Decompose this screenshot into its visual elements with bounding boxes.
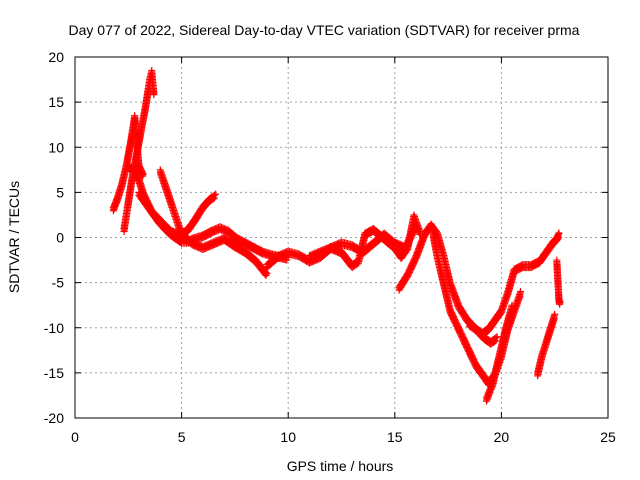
data-point-marker [551, 310, 559, 318]
grid-lines [75, 57, 608, 418]
data-point-marker [210, 194, 218, 202]
series-track-e [156, 166, 271, 279]
x-axis-title: GPS time / hours [287, 458, 394, 474]
axis-ticks [74, 56, 609, 419]
data-series [109, 67, 564, 405]
series-track-l [534, 310, 559, 380]
y-axis-title: SDTVAR / TECUs [6, 181, 22, 293]
data-point-marker [139, 170, 147, 178]
x-tick-label: 10 [280, 429, 296, 445]
data-point-marker [493, 333, 501, 341]
data-point-marker [491, 338, 499, 346]
data-point-marker [556, 298, 564, 306]
data-point-marker [212, 190, 220, 198]
y-tick-label: -10 [44, 320, 64, 336]
series-track-j [465, 229, 563, 339]
data-point-marker [492, 337, 500, 345]
series-track-k [482, 301, 516, 405]
chart-title: Day 077 of 2022, Sidereal Day-to-day VTE… [69, 22, 580, 38]
series-track-g [306, 211, 424, 272]
data-point-marker [555, 229, 563, 237]
y-tick-label: 0 [56, 230, 64, 246]
series-track-i [429, 229, 525, 389]
x-tick-label: 5 [178, 429, 186, 445]
y-tick-label: 10 [48, 139, 64, 155]
data-point-marker [508, 301, 516, 309]
x-tick-label: 25 [600, 429, 616, 445]
y-tick-label: 20 [48, 49, 64, 65]
data-point-marker [517, 288, 525, 296]
data-point-marker [263, 270, 271, 278]
x-tick-label: 15 [387, 429, 403, 445]
y-tick-label: 15 [48, 94, 64, 110]
x-tick-labels: 0 5 10 15 20 25 [71, 429, 616, 445]
x-tick-label: 0 [71, 429, 79, 445]
series-track-b [120, 67, 158, 235]
y-tick-label: -15 [44, 365, 64, 381]
x-tick-label: 20 [494, 429, 510, 445]
data-point-marker [209, 195, 217, 203]
data-point-marker [150, 89, 158, 97]
y-tick-label: -20 [44, 410, 64, 426]
y-tick-label: 5 [56, 184, 64, 200]
y-tick-label: -5 [52, 275, 65, 291]
y-tick-labels: -20 -15 -10 -5 0 5 10 15 20 [44, 49, 64, 426]
series-track-m [553, 256, 564, 308]
